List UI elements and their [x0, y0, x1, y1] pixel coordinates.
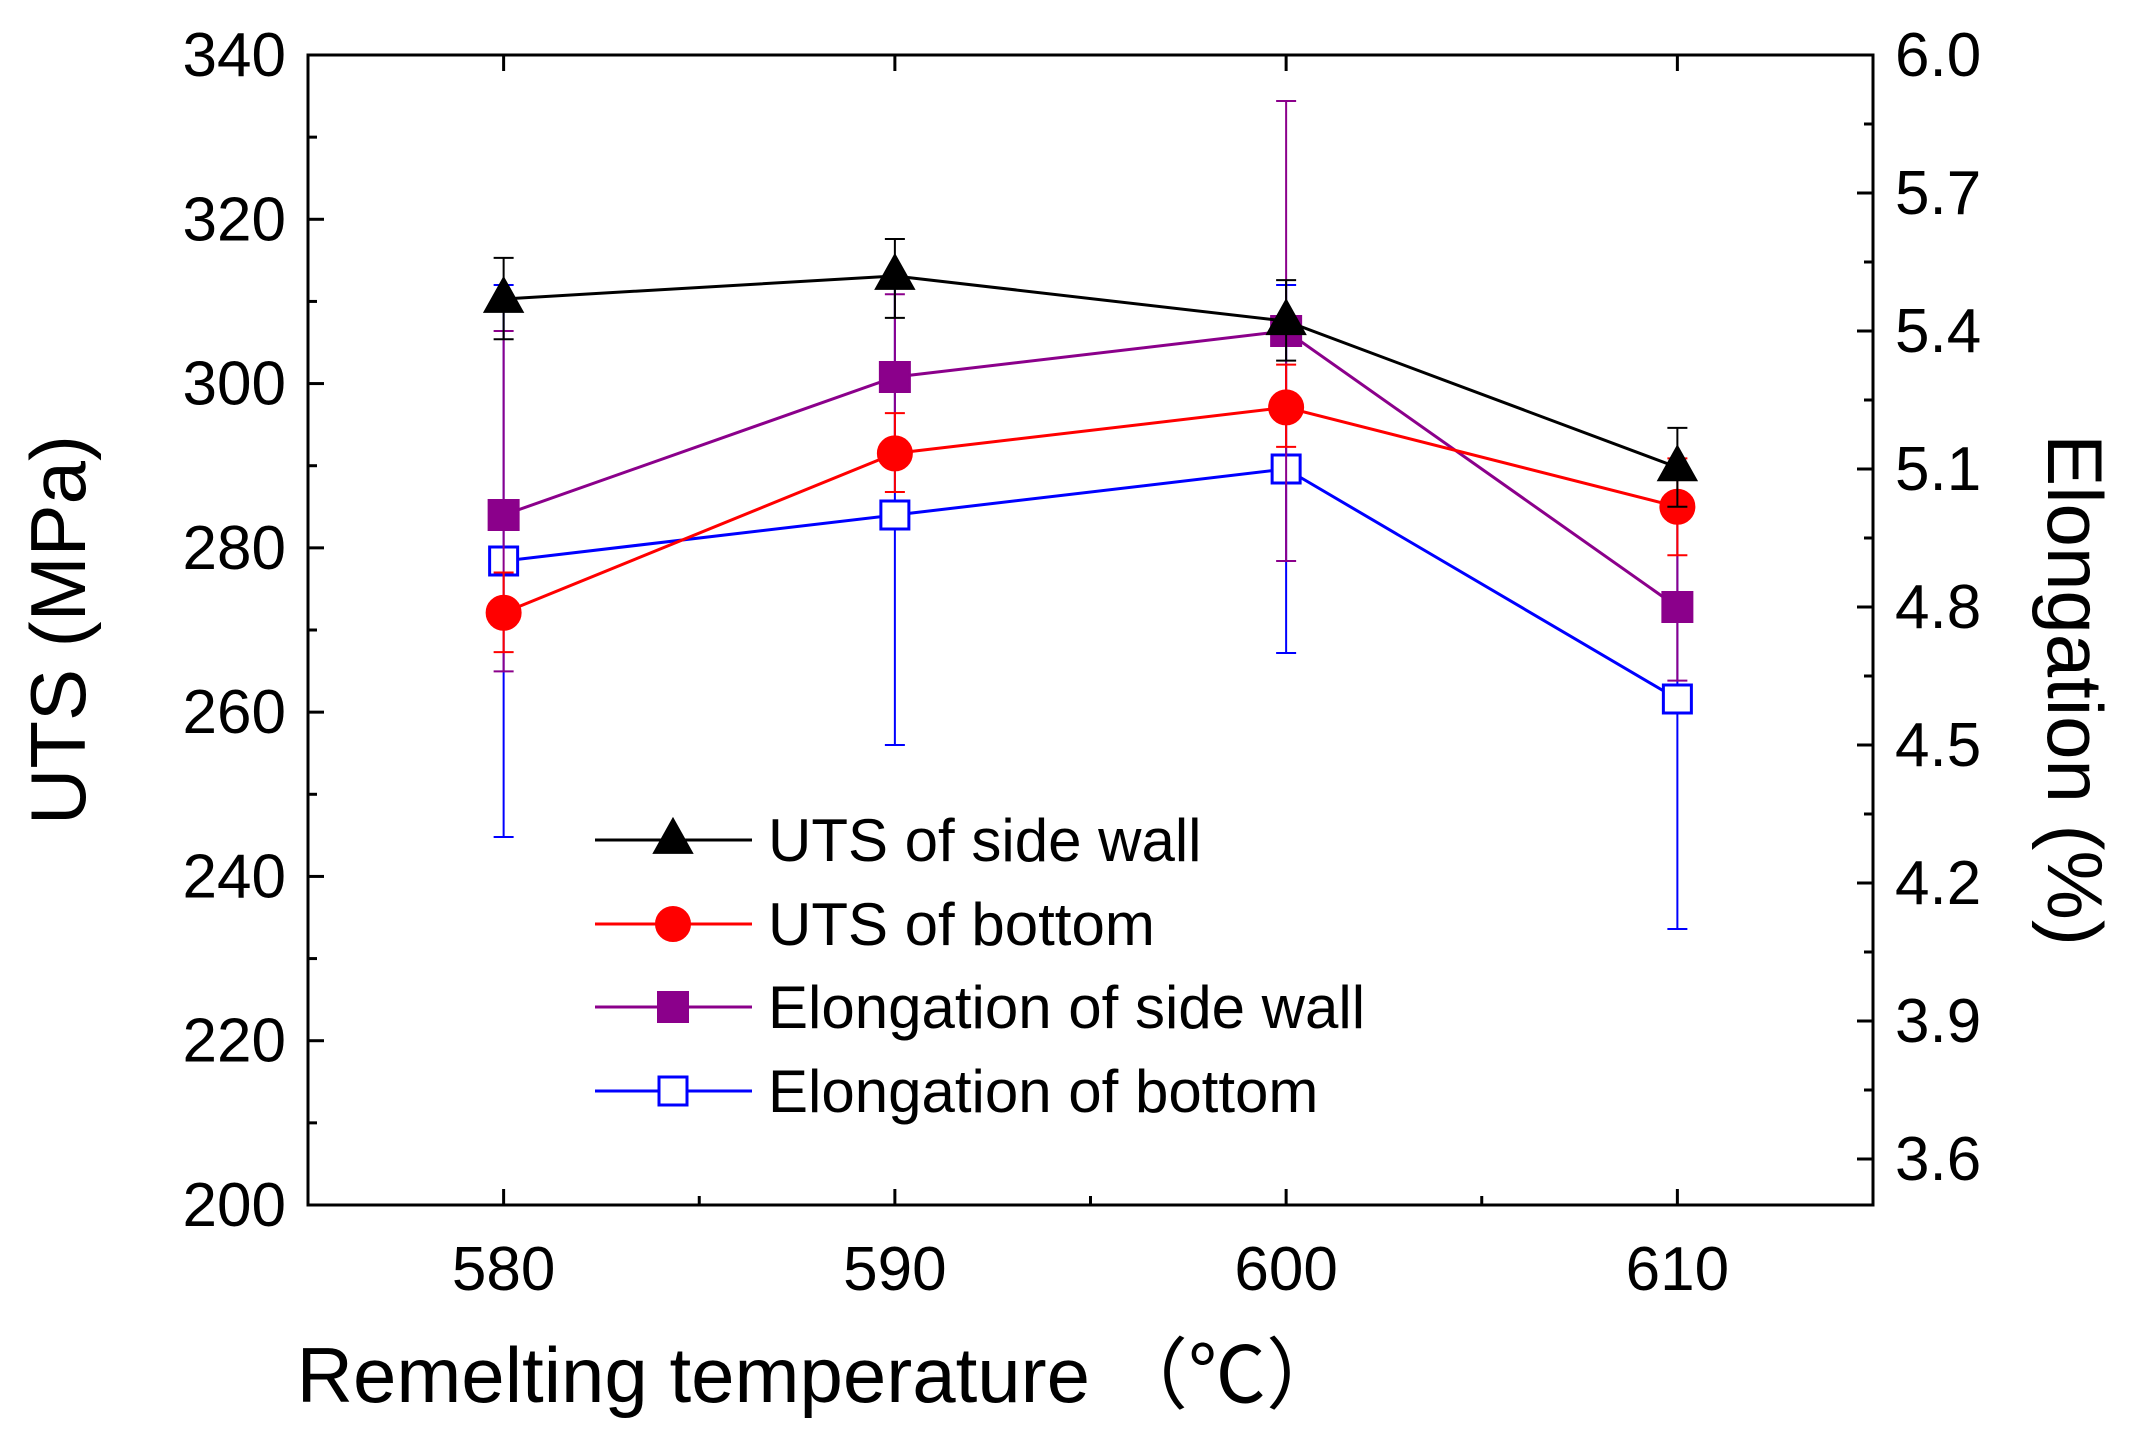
y2-tick-label: 6.0 — [1895, 21, 1981, 90]
y2-tick-label: 4.8 — [1895, 573, 1981, 642]
series-layer — [482, 100, 1699, 930]
data-point — [1265, 298, 1307, 336]
ticks: 580 590 600 610 200 220 240 260 280 300 320 340 3.6 3… — [183, 21, 1982, 1304]
x-axis-title: Remelting temperature — [297, 1331, 1090, 1419]
data-point — [876, 435, 913, 472]
legend-entry: UTS of bottom — [595, 891, 1155, 958]
legend-label: Elongation of side wall — [768, 974, 1365, 1041]
y-tick-label: 220 — [183, 1007, 286, 1076]
legend-marker — [657, 991, 689, 1023]
data-point — [487, 499, 520, 531]
y2-tick-label: 3.6 — [1895, 1125, 1981, 1194]
x-tick-label: 590 — [843, 1235, 946, 1304]
y2-axis-title: Elongation (%) — [2031, 434, 2119, 946]
legend-entry: Elongation of side wall — [595, 974, 1365, 1041]
x-tick-label: 600 — [1234, 1235, 1337, 1304]
x-tick-label: 580 — [452, 1235, 555, 1304]
data-point — [879, 499, 911, 531]
data-point — [1656, 444, 1699, 482]
series-elongation-of-side-wall — [487, 100, 1694, 682]
data-point — [1661, 683, 1693, 715]
y2-tick-label: 3.9 — [1895, 987, 1981, 1056]
series-line — [503, 405, 1678, 615]
data-point — [874, 252, 916, 290]
data-point — [1268, 389, 1305, 426]
legend-marker — [657, 1075, 689, 1107]
legend-entry: UTS of side wall — [595, 807, 1201, 874]
data-point — [482, 275, 525, 313]
legend-label: UTS of bottom — [768, 891, 1155, 958]
y-tick-label: 240 — [183, 842, 286, 911]
y-tick-label: 320 — [183, 185, 286, 254]
series-line — [503, 467, 1679, 701]
y-tick-label: 340 — [183, 21, 286, 90]
series-uts-of-side-wall — [482, 238, 1699, 508]
x-axis-unit: （℃） — [1110, 1331, 1344, 1419]
series-line — [503, 329, 1679, 609]
y2-tick-label: 5.1 — [1895, 435, 1981, 504]
y2-tick-label: 5.7 — [1895, 159, 1981, 228]
data-point — [1661, 591, 1694, 623]
y2-tick-label: 4.5 — [1895, 711, 1981, 780]
y-tick-label: 260 — [183, 678, 286, 747]
y2-tick-label: 5.4 — [1895, 297, 1981, 366]
y-axis-title: UTS (MPa) — [14, 435, 102, 825]
y-tick-label: 300 — [183, 350, 286, 419]
legend-label: Elongation of bottom — [768, 1058, 1318, 1125]
y-tick-label: 280 — [183, 514, 286, 583]
y2-tick-label: 4.2 — [1895, 849, 1981, 918]
series-line — [503, 274, 1678, 469]
legend-marker — [655, 906, 691, 942]
series-uts-of-bottom — [485, 363, 1696, 654]
legend-label: UTS of side wall — [768, 807, 1201, 874]
y-tick-label: 200 — [183, 1171, 286, 1240]
legend: UTS of side wall UTS of bottom Elongation … — [595, 807, 1365, 1125]
legend-entry: Elongation of bottom — [595, 1058, 1318, 1125]
legend-marker — [652, 816, 694, 854]
data-point — [485, 594, 522, 631]
data-point — [878, 361, 911, 393]
x-tick-label: 610 — [1626, 1235, 1729, 1304]
